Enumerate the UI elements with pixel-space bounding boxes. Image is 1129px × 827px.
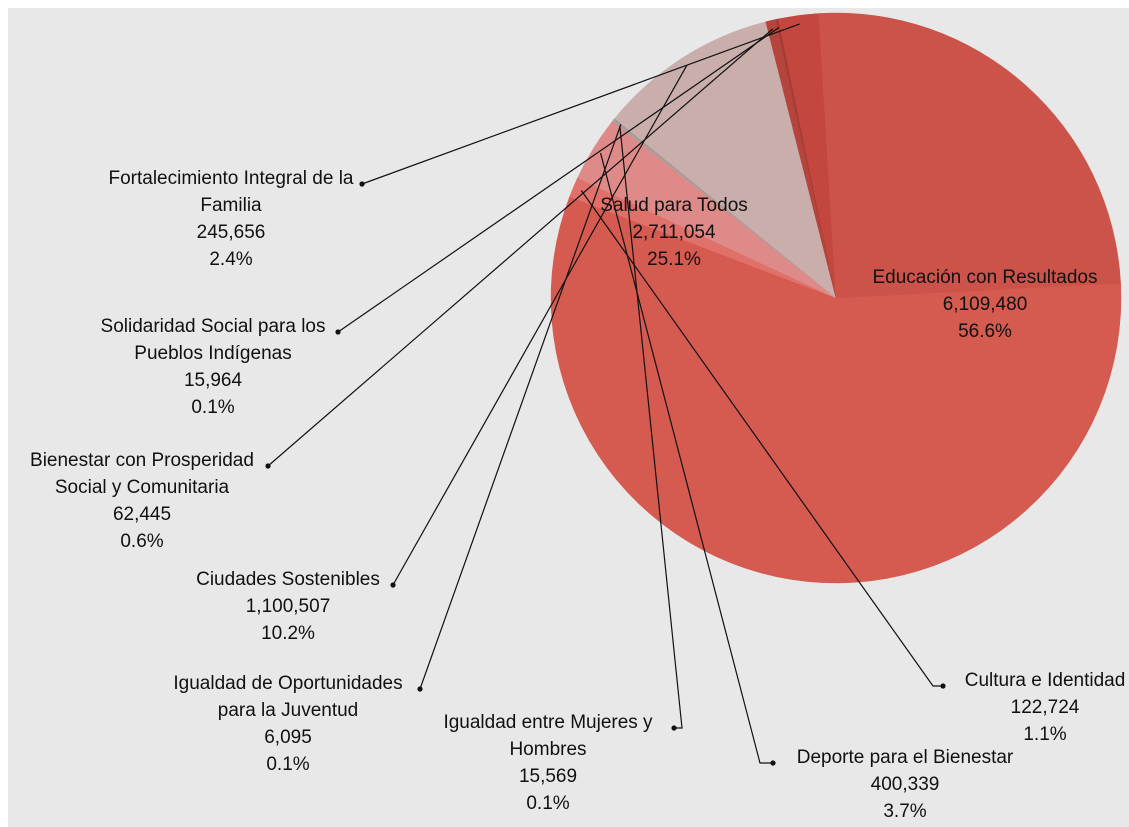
slice-label-percent: 0.6% xyxy=(120,531,163,552)
slice-label-fortalecimiento: Fortalecimiento Integral de la Familia 245… xyxy=(108,168,353,270)
slice-label-value: 1,100,507 xyxy=(246,596,331,617)
slice-label-name: Igualdad de Oportunidades xyxy=(173,673,402,694)
slice-label-name: Social y Comunitaria xyxy=(55,477,230,498)
leader-dot-fortalecimiento xyxy=(359,181,364,186)
slice-label-percent: 25.1% xyxy=(647,249,701,270)
slice-label-name: Hombres xyxy=(509,739,586,760)
slice-label-value: 6,109,480 xyxy=(943,294,1028,315)
leader-dot-deporte xyxy=(770,760,775,765)
slice-label-cultura: Cultura e Identidad 122,724 1.1% xyxy=(965,670,1126,745)
pie-slices xyxy=(551,13,1121,583)
leader-dot-igualdad-mujeres xyxy=(671,725,676,730)
slice-label-name: para la Juventud xyxy=(218,700,359,721)
leader-dot-solidaridad xyxy=(335,329,340,334)
pie-slice-salud xyxy=(819,13,1121,298)
slice-label-name: Deporte para el Bienestar xyxy=(797,747,1014,768)
slice-label-value: 400,339 xyxy=(871,774,940,795)
slice-label-value: 245,656 xyxy=(197,222,266,243)
slice-label-name: Bienestar con Prosperidad xyxy=(30,450,254,471)
leader-dot-igualdad-juventud xyxy=(417,686,422,691)
slice-label-percent: 0.1% xyxy=(191,397,234,418)
slice-label-solidaridad: Solidaridad Social para los Pueblos Indíg… xyxy=(101,316,326,418)
slice-label-bienestar: Bienestar con Prosperidad Social y Comuni… xyxy=(30,450,254,552)
slice-label-name: Educación con Resultados xyxy=(873,267,1098,288)
slice-label-name: Ciudades Sostenibles xyxy=(196,569,380,590)
slice-label-name: Igualdad entre Mujeres y xyxy=(443,712,653,733)
slice-label-value: 122,724 xyxy=(1011,697,1080,718)
slice-label-percent: 56.6% xyxy=(958,321,1012,342)
slice-label-name: Cultura e Identidad xyxy=(965,670,1126,691)
slice-label-igualdad-mujeres: Igualdad entre Mujeres y Hombres 15,569 0.1… xyxy=(443,712,653,814)
leader-dot-bienestar xyxy=(265,463,270,468)
slice-label-percent: 0.1% xyxy=(526,793,569,814)
slice-label-name: Fortalecimiento Integral de la xyxy=(108,168,353,189)
slice-label-value: 62,445 xyxy=(113,504,171,525)
leader-dot-cultura xyxy=(940,683,945,688)
slice-label-percent: 1.1% xyxy=(1023,724,1066,745)
slice-label-name: Solidaridad Social para los xyxy=(101,316,326,337)
slice-label-ciudades: Ciudades Sostenibles 1,100,507 10.2% xyxy=(196,569,380,644)
slice-label-value: 2,711,054 xyxy=(632,222,716,243)
leader-dot-ciudades xyxy=(390,582,395,587)
slice-label-name: Pueblos Indígenas xyxy=(134,343,291,364)
slice-label-percent: 2.4% xyxy=(209,249,252,270)
slice-label-igualdad-juventud: Igualdad de Oportunidades para la Juventu… xyxy=(173,673,402,775)
slice-label-value: 15,569 xyxy=(519,766,577,787)
slice-label-percent: 0.1% xyxy=(266,754,309,775)
slice-label-value: 15,964 xyxy=(184,370,243,391)
slice-label-value: 6,095 xyxy=(264,727,312,748)
slice-label-percent: 10.2% xyxy=(261,623,315,644)
slice-label-percent: 3.7% xyxy=(883,801,926,822)
slice-label-name: Salud para Todos xyxy=(600,195,748,216)
slice-label-deporte: Deporte para el Bienestar 400,339 3.7% xyxy=(797,747,1014,822)
slice-label-name: Familia xyxy=(200,195,262,216)
